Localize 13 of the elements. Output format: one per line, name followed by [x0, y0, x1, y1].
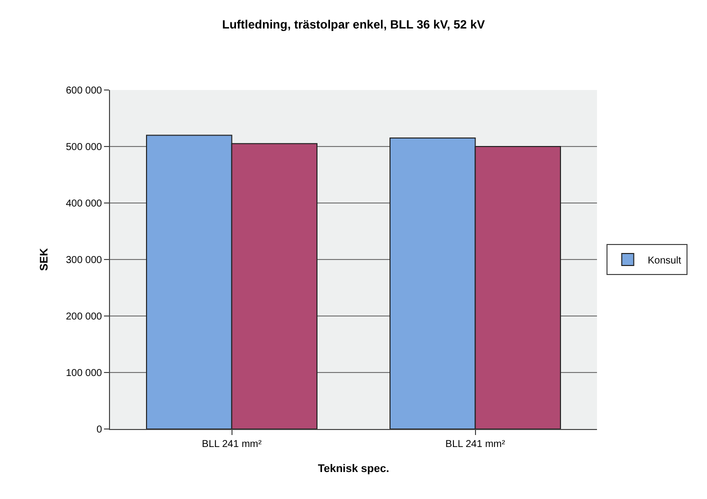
- y-tick-label: 600 000: [66, 86, 102, 96]
- y-tick-label: 400 000: [66, 198, 102, 210]
- y-tick-label: 100 000: [66, 368, 102, 379]
- legend-label: Konsult: [648, 255, 682, 266]
- x-tick-label: BLL 241 mm²: [445, 439, 506, 450]
- y-tick-label: 0: [96, 424, 102, 436]
- chart-title: Luftledning, trästolpar enkel, BLL 36 kV, 52 kV: [222, 17, 485, 32]
- y-tick-label: 500 000: [66, 142, 102, 153]
- y-axis-title: SEK: [38, 248, 50, 271]
- x-axis-title: Teknisk spec.: [318, 463, 390, 476]
- y-tick-label: 300 000: [66, 255, 102, 266]
- y-tick-label: 200 000: [66, 312, 102, 322]
- x-tick-label: BLL 241 mm²: [202, 439, 262, 450]
